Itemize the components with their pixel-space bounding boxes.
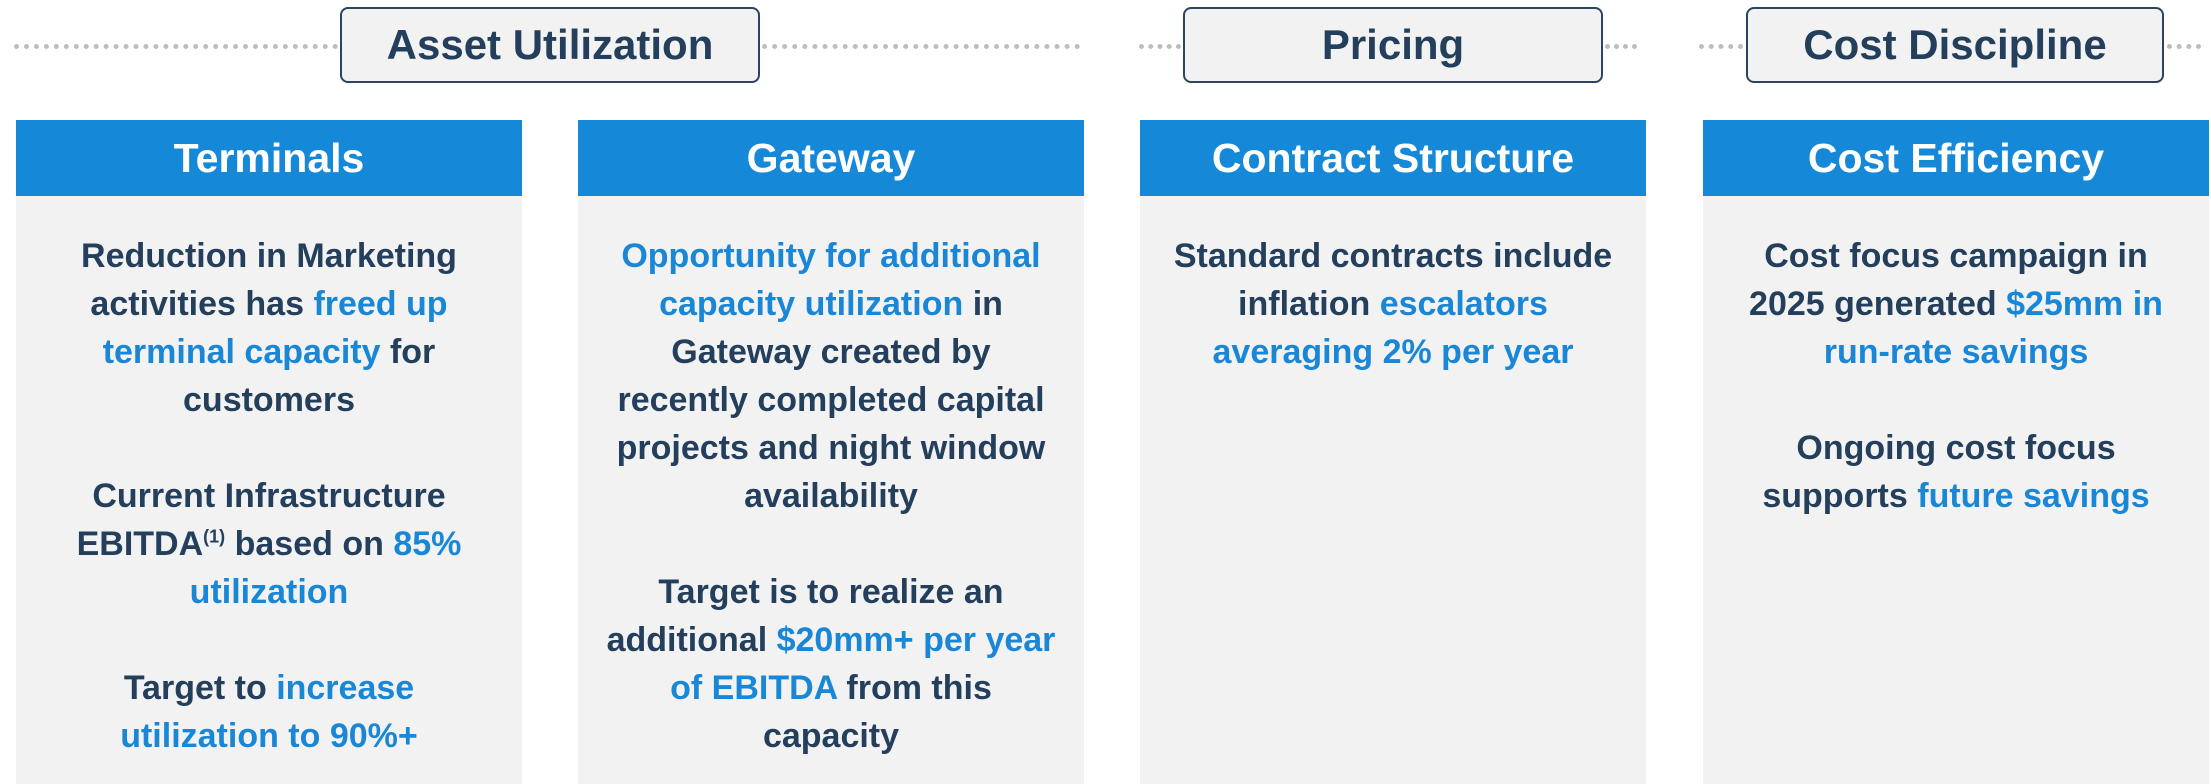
- dotted-line: [1605, 44, 1637, 49]
- paragraph: Cost focus campaign in 2025 generated $2…: [1729, 232, 2183, 376]
- column: Contract Structure Standard contracts inc…: [1140, 120, 1646, 784]
- group-label: Pricing: [1183, 7, 1603, 83]
- text: Target is to realize an additional: [606, 573, 1004, 659]
- group-label: Cost Discipline: [1746, 7, 2164, 83]
- column: Gateway Opportunity for additional capaci…: [578, 120, 1084, 784]
- paragraph: Reduction in Marketing activities has fr…: [42, 232, 496, 424]
- highlight-text: 85% utilization: [189, 525, 462, 611]
- text: from this capacity: [762, 669, 992, 755]
- dotted-line: [1139, 44, 1181, 49]
- dotted-line: [14, 44, 338, 49]
- paragraph: Target to increase utilization to 90%+: [42, 664, 496, 760]
- highlight-text: Opportunity for additional capacity util…: [621, 237, 1041, 323]
- paragraph: Standard contracts include inflation esc…: [1166, 232, 1620, 376]
- column-body: Standard contracts include inflation esc…: [1140, 196, 1646, 376]
- highlight-text: future savings: [1917, 477, 2150, 515]
- highlight-text: increase utilization to 90%+: [120, 669, 418, 755]
- column: Terminals Reduction in Marketing activiti…: [16, 120, 522, 784]
- text: based on: [225, 525, 394, 563]
- paragraph: Ongoing cost focus supports future savin…: [1729, 424, 2183, 520]
- text: Reduction in Marketing activities has: [81, 237, 457, 323]
- column-body: Cost focus campaign in 2025 generated $2…: [1703, 196, 2209, 520]
- column-title: Contract Structure: [1140, 120, 1646, 196]
- text: Target to: [123, 669, 277, 707]
- text: Current Infrastructure EBITDA: [76, 477, 446, 563]
- column-title: Terminals: [16, 120, 522, 196]
- text: Cost focus campaign in 2025 generated: [1749, 237, 2148, 323]
- paragraph: Opportunity for additional capacity util…: [604, 232, 1058, 520]
- column: Cost Efficiency Cost focus campaign in 20…: [1703, 120, 2209, 784]
- highlight-text: escalators averaging 2% per year: [1212, 285, 1574, 371]
- paragraph: Current Infrastructure EBITDA(1) based o…: [42, 472, 496, 616]
- dotted-line: [2167, 44, 2201, 49]
- text: Ongoing cost focus supports: [1762, 429, 2116, 515]
- dotted-line: [1699, 44, 1743, 49]
- paragraph: Target is to realize an additional $20mm…: [604, 568, 1058, 760]
- dotted-line: [762, 44, 1080, 49]
- column-body: Opportunity for additional capacity util…: [578, 196, 1084, 760]
- text: in Gateway created by recently completed…: [616, 285, 1046, 515]
- highlight-text: $20mm+ per year of EBITDA: [670, 621, 1056, 707]
- highlight-text: freed up terminal capacity: [102, 285, 448, 371]
- group-label: Asset Utilization: [340, 7, 760, 83]
- column-body: Reduction in Marketing activities has fr…: [16, 196, 522, 760]
- text: (1): [203, 526, 226, 547]
- text: Standard contracts include inflation: [1173, 237, 1613, 323]
- highlight-text: $25mm in run-rate savings: [1823, 285, 2163, 371]
- text: for customers: [183, 333, 436, 419]
- column-title: Gateway: [578, 120, 1084, 196]
- column-title: Cost Efficiency: [1703, 120, 2209, 196]
